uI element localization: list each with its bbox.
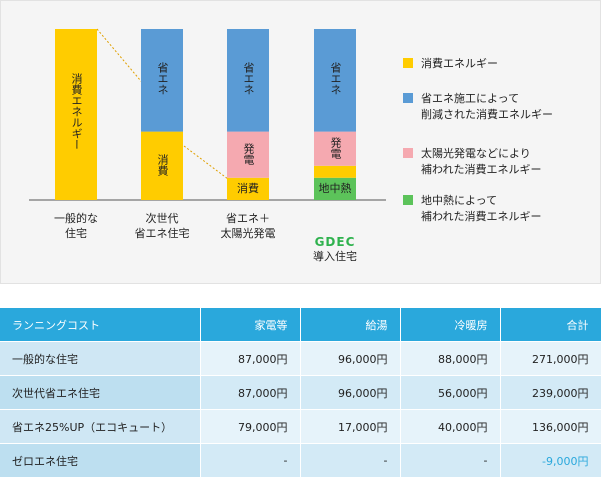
table-header: 家電等 (200, 308, 301, 342)
category-label-line: 太陽光発電 (220, 227, 276, 240)
category-label-line: 省エネ住宅 (134, 227, 190, 240)
bar-segment-consumption (314, 165, 356, 178)
table-cell: 一般的な住宅 (0, 341, 201, 376)
table-row: 一般的な住宅 87,000円 96,000円 88,000円 271,000円 (0, 341, 601, 376)
category-label-line: 住宅 (65, 227, 87, 240)
category-label-line: 一般的な (54, 212, 98, 225)
bar-segment-label: 地中熱 (318, 181, 352, 195)
legend-label-saving: 省エネ施工によって 削減された消費エネルギー (421, 92, 553, 121)
bar-segment-consumption (55, 29, 97, 200)
table-cell: 40,000円 (400, 409, 501, 444)
legend-swatch-consumption (403, 58, 413, 68)
legend-swatch-geothermal (403, 195, 413, 205)
category-label: 導入住宅 (285, 249, 385, 264)
table-cell: 17,000円 (300, 409, 401, 444)
bar-segment-label: 消費 (156, 153, 169, 176)
table-cell: 239,000円 (500, 375, 601, 410)
table-cell-total-negative: -9,000円 (500, 443, 601, 477)
table-cell: 88,000円 (400, 341, 501, 376)
legend-swatch-solar (403, 148, 413, 158)
table-cell: 79,000円 (200, 409, 301, 444)
trend-dotted-line (96, 28, 163, 107)
bar-segment-saving (141, 29, 183, 132)
legend-item-saving: 省エネ施工によって 削減された消費エネルギー (403, 91, 553, 123)
bar-segment-label: 発電 (242, 142, 255, 165)
legend-item-consumption: 消費エネルギー (403, 56, 498, 72)
legend-label-consumption: 消費エネルギー (421, 57, 498, 70)
table-cell: 87,000円 (200, 341, 301, 376)
stacked-bar-chart (29, 28, 386, 201)
bar-segment-consumption (141, 131, 183, 200)
category-label-line: 次世代 (145, 212, 179, 225)
bar-segment-label: 発電 (329, 136, 342, 159)
legend-swatch-saving (403, 93, 413, 103)
category-label-line: 省エネ＋ (226, 212, 270, 225)
gdec-logo: GDEC (314, 235, 356, 249)
bar-segment-solar (227, 131, 269, 178)
table-cell: 96,000円 (300, 375, 401, 410)
table-cell: 271,000円 (500, 341, 601, 376)
trend-dotted-line (183, 145, 229, 180)
bar-segment-solar (314, 131, 356, 166)
bar-segment-label: 省エネ (329, 62, 342, 96)
bar-segment-geothermal (314, 177, 356, 200)
table-header: 冷暖房 (400, 308, 501, 342)
legend-item-geothermal: 地中熱によって 補われた消費エネルギー (403, 193, 541, 225)
table-cell: - (400, 443, 501, 477)
table-header: ランニングコスト (0, 308, 201, 342)
category-label: 次世代 省エネ住宅 (112, 211, 212, 241)
table-cell: 87,000円 (200, 375, 301, 410)
bar-segment-consumption (227, 177, 269, 200)
category-label: 省エネ＋ 太陽光発電 (198, 211, 298, 241)
bar-segment-label: 消費 (237, 181, 259, 195)
table-cell: - (200, 443, 301, 477)
table-cell: 次世代省エネ住宅 (0, 375, 201, 410)
table-header: 給湯 (300, 308, 401, 342)
bar-segment-saving (314, 29, 356, 132)
bar-segment-label: 消費エネルギー (70, 72, 83, 150)
table-cell: ゼロエネ住宅 (0, 443, 201, 477)
energy-chart-panel: 消費エネルギー 省エネ施工によって 削減された消費エネルギー 太陽光発電などによ… (0, 0, 601, 284)
bar-segment-saving (227, 29, 269, 132)
legend-label-geothermal: 地中熱によって 補われた消費エネルギー (421, 194, 542, 223)
bar-segment-label: 省エネ (242, 62, 255, 96)
legend-label-solar: 太陽光発電などにより 補われた消費エネルギー (421, 147, 542, 176)
bar-segment-label: 省エネ (156, 62, 169, 96)
table-header-row: ランニングコスト 家電等 給湯 冷暖房 合計 (0, 308, 601, 342)
table-cell: 136,000円 (500, 409, 601, 444)
table-cell: 56,000円 (400, 375, 501, 410)
table-cell: 省エネ25%UP（エコキュート） (0, 409, 201, 444)
table-cell: 96,000円 (300, 341, 401, 376)
category-label-line: 導入住宅 (313, 250, 357, 263)
running-cost-table: ランニングコスト 家電等 給湯 冷暖房 合計 一般的な住宅 87,000円 96… (0, 308, 601, 477)
table-row: ゼロエネ住宅 - - - -9,000円 (0, 443, 601, 477)
table-header: 合計 (500, 308, 601, 342)
table-cell: - (300, 443, 401, 477)
category-label: 一般的な 住宅 (26, 211, 126, 241)
table-row: 省エネ25%UP（エコキュート） 79,000円 17,000円 40,000円… (0, 409, 601, 444)
legend-item-solar: 太陽光発電などにより 補われた消費エネルギー (403, 146, 541, 178)
table-row: 次世代省エネ住宅 87,000円 96,000円 56,000円 239,000… (0, 375, 601, 410)
